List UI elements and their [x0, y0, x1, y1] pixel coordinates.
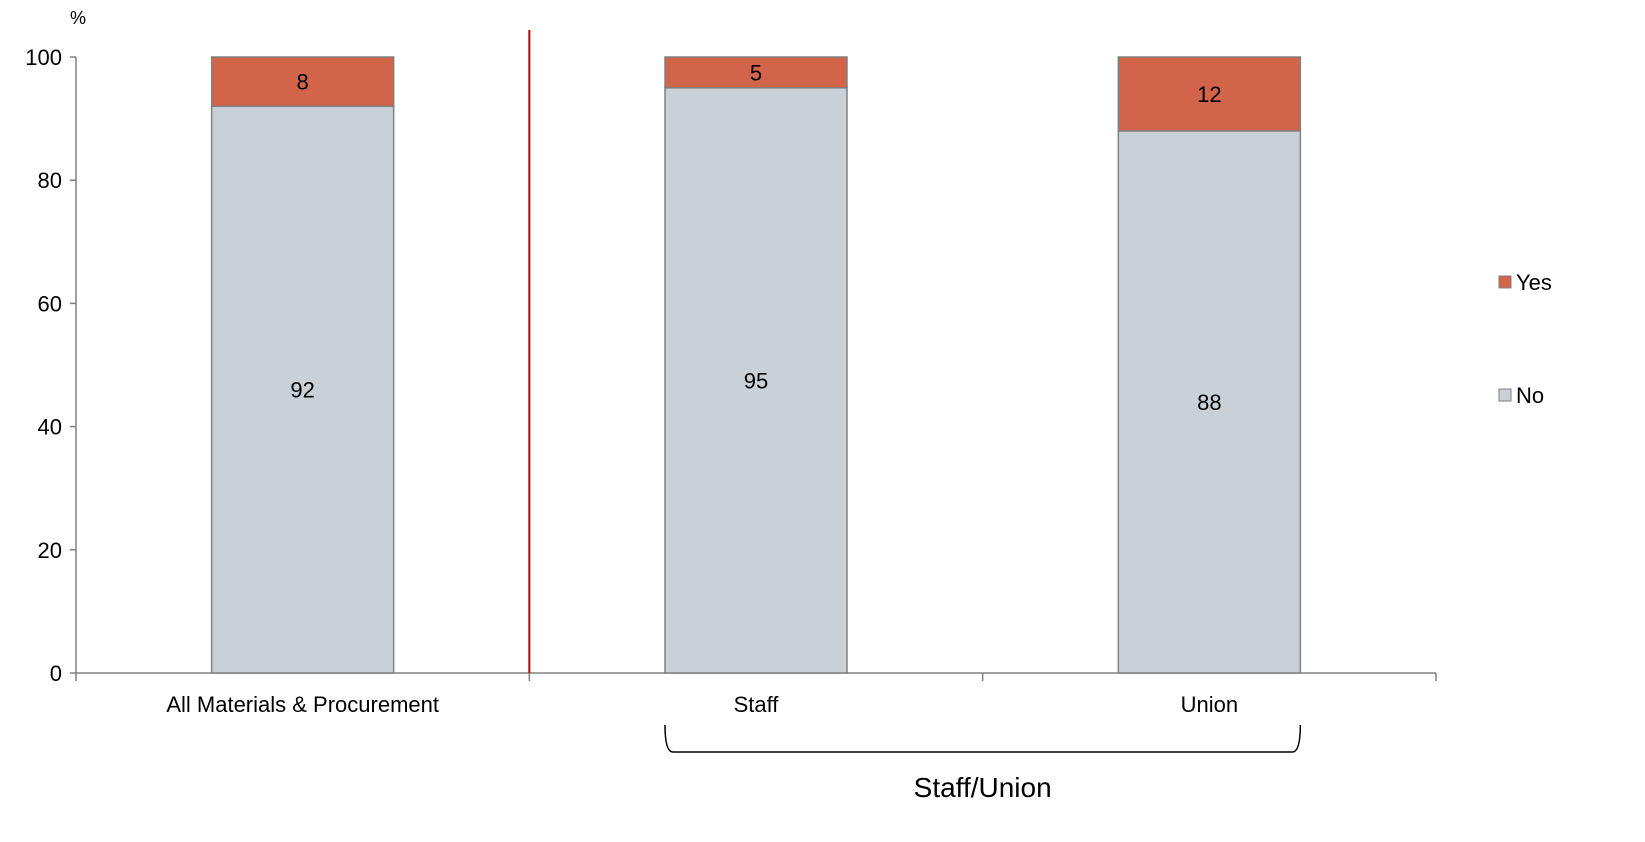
- group-bracket: Staff/Union: [664, 724, 1302, 803]
- legend-label-yes: Yes: [1516, 270, 1552, 295]
- data-label-no-union: 88: [1197, 390, 1221, 415]
- y-tick-label-40: 40: [38, 415, 62, 440]
- data-label-no-all-materials-procurement: 92: [290, 378, 314, 403]
- bars: [210, 56, 1302, 674]
- y-tick-label-60: 60: [38, 291, 62, 316]
- bar-yes-union: [1117, 56, 1302, 132]
- y-tick-label-80: 80: [38, 168, 62, 193]
- x-tick-label-all-materials-procurement: All Materials & Procurement: [166, 692, 439, 717]
- y-axis: 0 20 40 60 80 100: [25, 45, 77, 686]
- bar-no-all-materials-procurement: [210, 105, 395, 674]
- bar-no-union: [1117, 130, 1302, 674]
- legend-swatch-no: [1498, 388, 1512, 402]
- y-tick-label-0: 0: [50, 661, 62, 686]
- bar-yes-staff: [664, 56, 848, 89]
- group-label: Staff/Union: [914, 772, 1052, 803]
- legend: Yes No: [1498, 270, 1552, 408]
- y-tick-label-100: 100: [25, 45, 62, 70]
- bar-yes-all-materials-procurement: [210, 56, 395, 108]
- y-tick-label-20: 20: [38, 538, 62, 563]
- group-bracket-line: [664, 724, 1302, 753]
- x-tick-label-staff: Staff: [734, 692, 780, 717]
- x-axis: All Materials & Procurement Staff Union: [75, 672, 1437, 717]
- data-labels: 92 8 95 5 88 12: [290, 60, 1221, 415]
- data-label-yes-union: 12: [1197, 82, 1221, 107]
- y-unit-label: %: [70, 8, 86, 28]
- data-label-yes-staff: 5: [750, 60, 762, 85]
- data-label-yes-all-materials-procurement: 8: [297, 70, 309, 95]
- legend-swatch-yes: [1498, 275, 1512, 289]
- data-label-no-staff: 95: [744, 368, 768, 393]
- legend-label-no: No: [1516, 383, 1544, 408]
- x-tick-label-union: Union: [1181, 692, 1238, 717]
